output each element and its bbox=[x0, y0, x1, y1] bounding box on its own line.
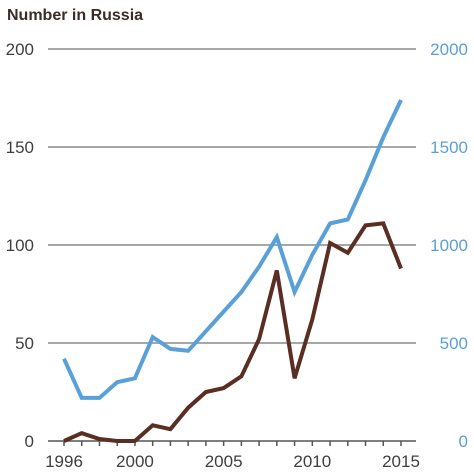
right-axis-ticks: 0 500 1000 1500 2000 bbox=[430, 40, 468, 451]
x-axis-tick-label: 1996 bbox=[45, 452, 83, 471]
left-axis-tick-label: 150 bbox=[6, 138, 34, 157]
series-line-right-axis bbox=[62, 99, 403, 400]
x-axis-tick-label: 2005 bbox=[205, 452, 243, 471]
series-lines bbox=[62, 99, 403, 443]
right-axis-tick-label: 1000 bbox=[430, 236, 468, 255]
right-axis-tick-label: 1500 bbox=[430, 138, 468, 157]
series-line-left-axis bbox=[63, 221, 403, 443]
gridlines bbox=[48, 48, 416, 344]
x-axis-tick-label: 2000 bbox=[116, 452, 154, 471]
chart-title: Number in Russia bbox=[7, 7, 143, 24]
left-axis-tick-label: 100 bbox=[6, 236, 34, 255]
left-axis-ticks: 0 50 100 150 200 bbox=[6, 40, 34, 451]
right-axis-tick-label: 0 bbox=[459, 432, 468, 451]
left-axis-tick-label: 50 bbox=[15, 334, 34, 353]
x-axis-tick-label: 2010 bbox=[293, 452, 331, 471]
left-axis-tick-label: 0 bbox=[25, 432, 34, 451]
x-axis-tick-label: 2015 bbox=[382, 452, 420, 471]
right-axis-tick-label: 2000 bbox=[430, 40, 468, 59]
right-axis-tick-label: 500 bbox=[440, 334, 468, 353]
x-axis: 1996 2000 2005 2010 2015 bbox=[45, 440, 420, 471]
left-axis-tick-label: 200 bbox=[6, 40, 34, 59]
